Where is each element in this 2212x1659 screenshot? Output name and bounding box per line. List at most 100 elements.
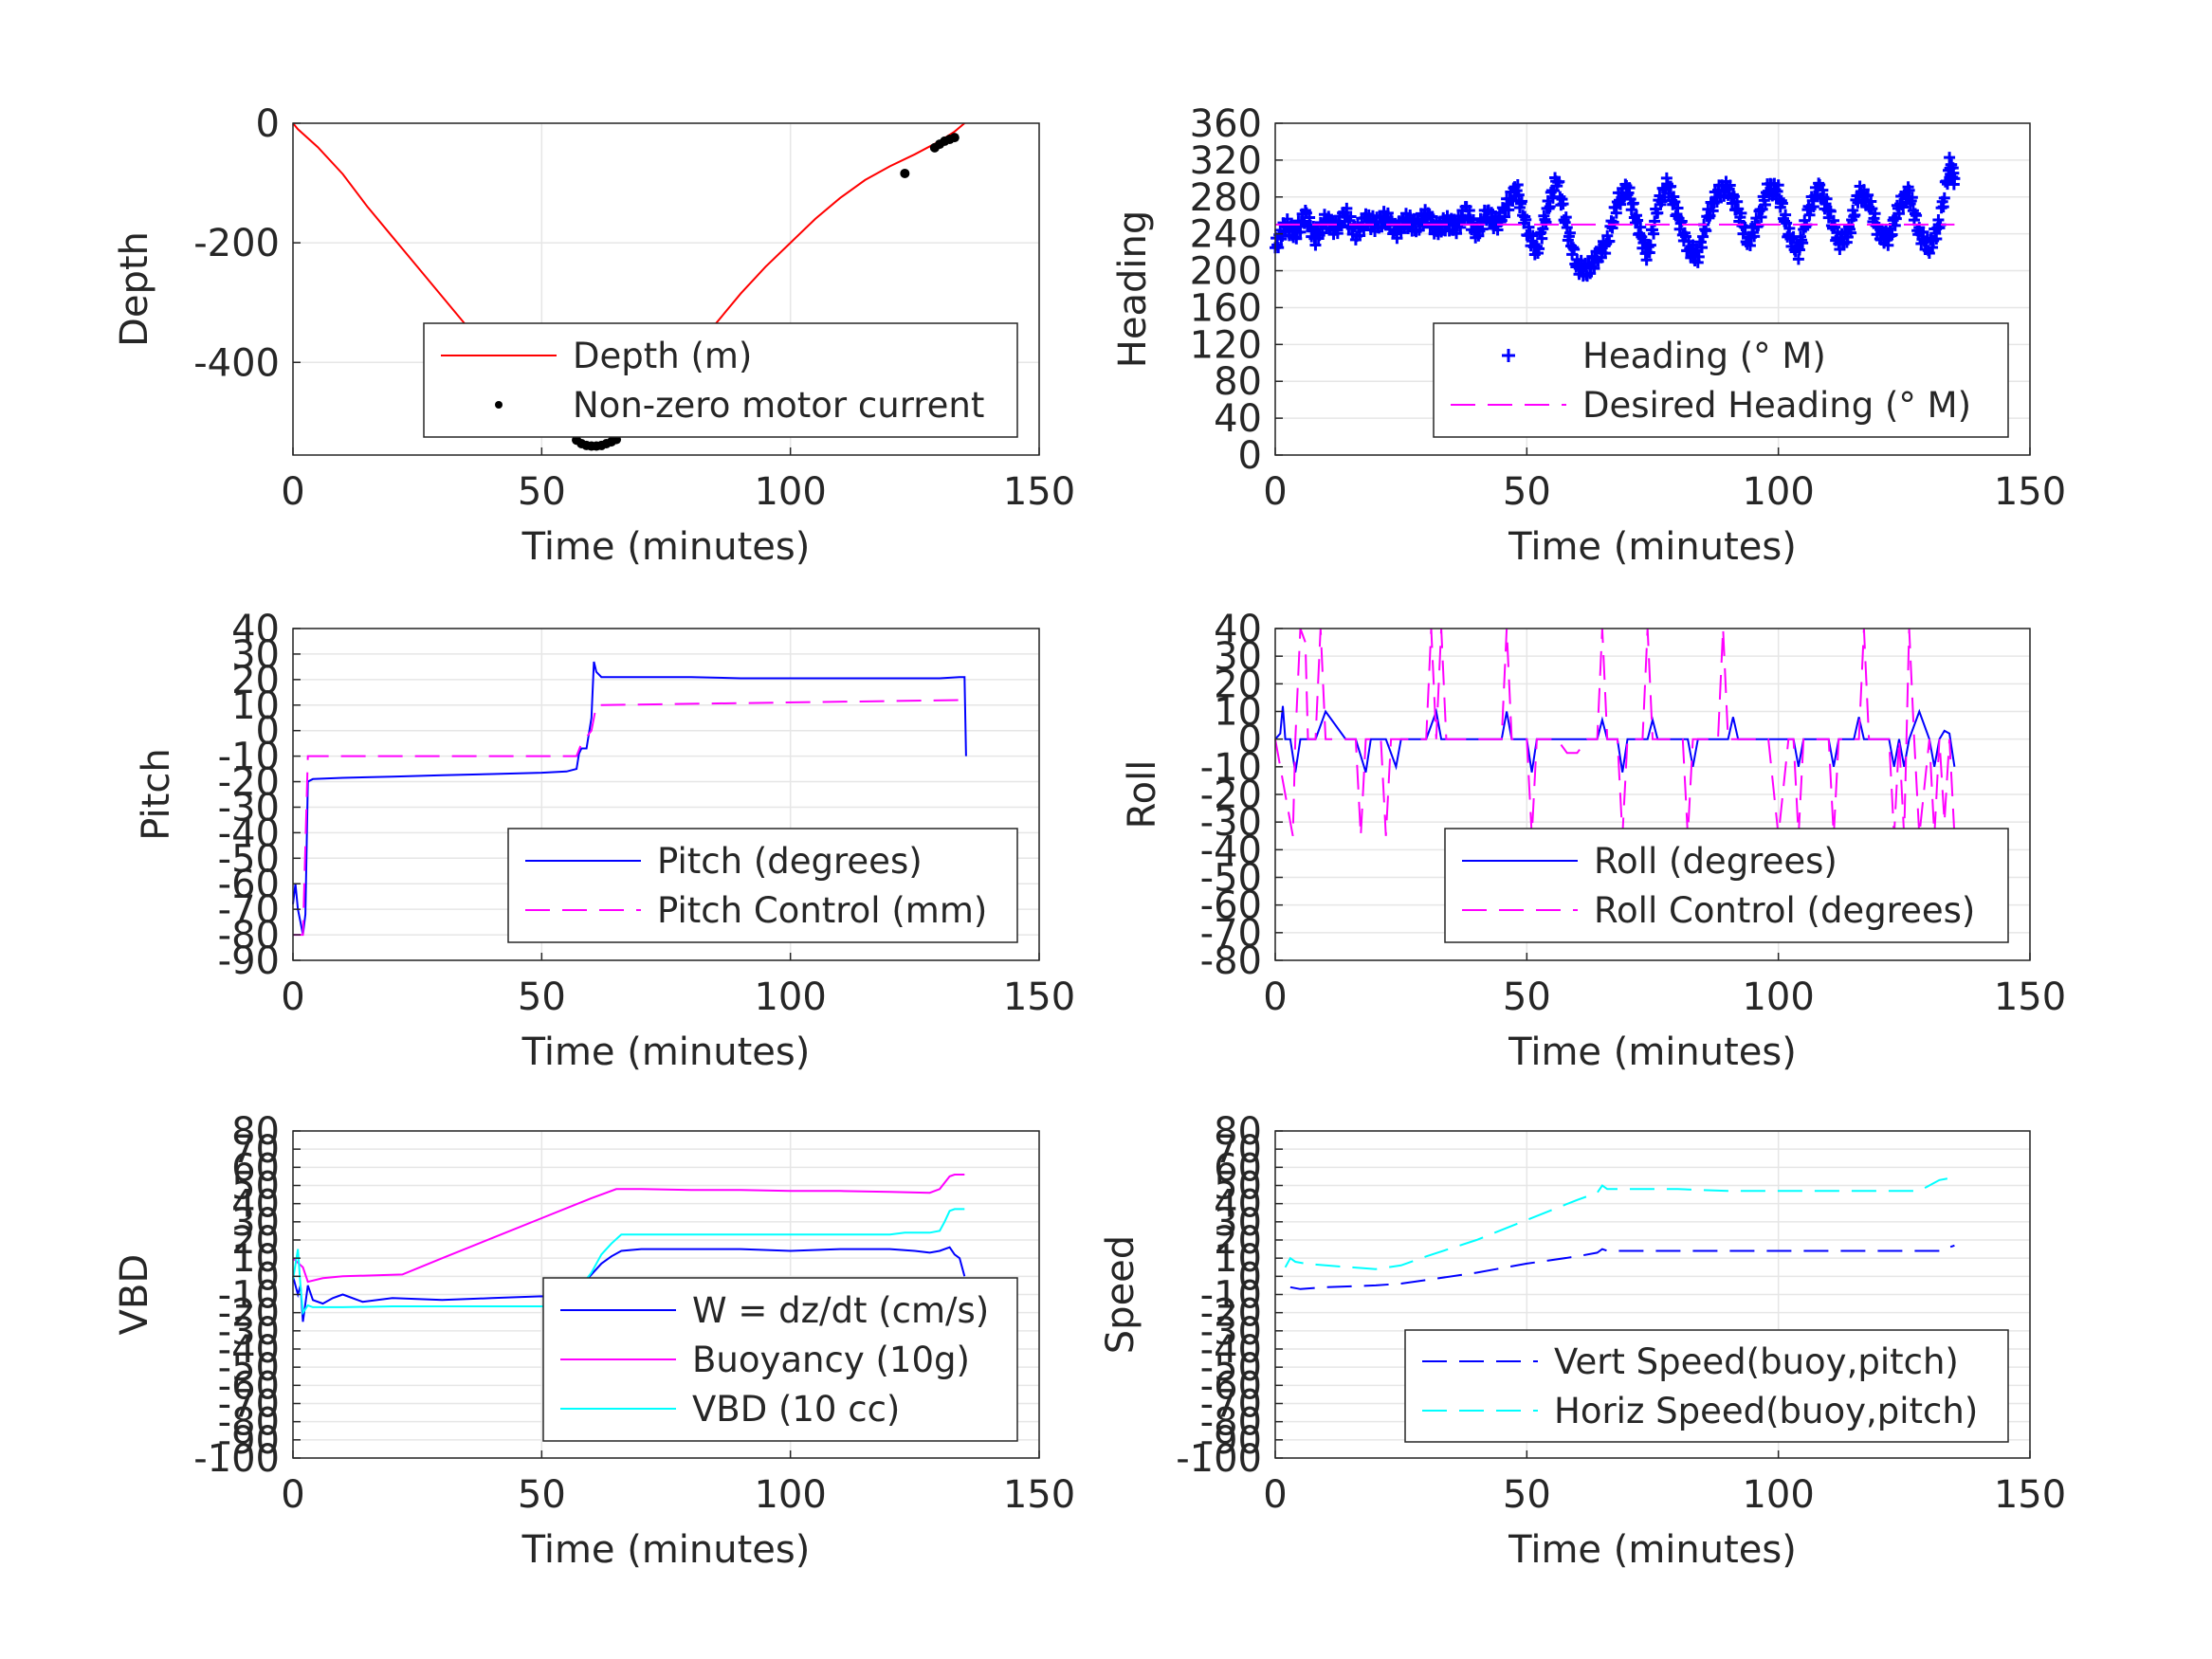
- vbd-legend: W = dz/dt (cm/s) Buoyancy (10g) VBD (10 …: [542, 1277, 1018, 1442]
- roll-legend-entry-control: Roll Control (degrees): [1462, 890, 1975, 931]
- vbd-legend-label-buoyancy: Buoyancy (10g): [692, 1340, 970, 1380]
- heading-series-0-marker: [1381, 207, 1394, 219]
- speed-y-tick-label: -90: [1200, 1419, 1262, 1463]
- roll-x-tick-label: 100: [1742, 975, 1814, 1019]
- depth-y-tick-label: 0: [256, 102, 280, 146]
- pitch-y-tick-label: -30: [218, 786, 280, 830]
- roll-y-tick-label: -20: [1200, 774, 1262, 817]
- depth-axes-frame: [292, 122, 1040, 456]
- speed-legend-entry-vert: Vert Speed(buoy,pitch): [1422, 1341, 1959, 1382]
- heading-x-tick-label: 50: [1503, 470, 1551, 514]
- roll-x-tick-label: 150: [1994, 975, 2066, 1019]
- heading-series-0-marker: [1893, 208, 1906, 220]
- heading-series-0-marker: [1557, 198, 1569, 210]
- pitch-y-tick-label: -70: [218, 888, 280, 932]
- vbd-y-tick-label: 20: [231, 1219, 280, 1263]
- depth-legend-dot-sample: [495, 401, 503, 409]
- heading-y-tick-label: 80: [1214, 360, 1262, 404]
- roll-y-tick-label: 30: [1214, 635, 1262, 679]
- heading-series-0-marker: [1533, 243, 1545, 255]
- roll-legend: Roll (degrees) Roll Control (degrees): [1444, 828, 2009, 943]
- vbd-y-tick-label: 30: [231, 1201, 280, 1245]
- vbd-y-tick-label: 50: [231, 1165, 280, 1209]
- heading-y-tick-label: 0: [1238, 434, 1262, 478]
- heading-series-0-marker: [1672, 202, 1684, 214]
- vbd-x-tick-label: 150: [1003, 1473, 1075, 1517]
- pitch-y-tick-label: -60: [218, 863, 280, 906]
- heading-y-tick-label: 160: [1190, 286, 1262, 330]
- pitch-legend-entry-control: Pitch Control (mm): [525, 890, 987, 931]
- vbd-legend-entry-vbd: VBD (10 cc): [560, 1389, 900, 1430]
- pitch-legend-label-pitch: Pitch (degrees): [657, 841, 923, 882]
- speed-y-tick-label: -40: [1200, 1328, 1262, 1372]
- pitch-x-tick-label: 0: [281, 975, 304, 1019]
- vbd-panel: 0 50 100 15080706050403020100-10-20-30-40-5…: [113, 1110, 1075, 1572]
- speed-legend-label-vert: Vert Speed(buoy,pitch): [1554, 1341, 1959, 1382]
- roll-legend-entry-roll: Roll (degrees): [1462, 841, 1837, 882]
- speed-y-tick-label: -10: [1200, 1274, 1262, 1318]
- heading-series-0-marker: [1610, 207, 1622, 219]
- heading-y-tick-label: 280: [1190, 176, 1262, 220]
- vbd-x-tick-label: 0: [281, 1473, 304, 1517]
- heading-series-0-marker: [1648, 228, 1660, 240]
- speed-y-tick-label: -50: [1200, 1346, 1262, 1390]
- roll-series-1-line: [1274, 628, 1956, 836]
- depth-legend-box: [423, 322, 1018, 438]
- heading-plot-area: [1270, 152, 1961, 283]
- heading-series-0-marker: [1309, 239, 1322, 251]
- depth-legend: Depth (m) Non-zero motor current: [423, 322, 1018, 438]
- roll-legend-box: [1444, 828, 2009, 943]
- heading-series-0-marker: [1516, 195, 1528, 208]
- pitch-legend-box: [507, 828, 1018, 943]
- heading-series-0-marker: [1697, 230, 1709, 243]
- heading-series-0-marker: [1669, 195, 1681, 208]
- pitch-y-tick-label: -90: [218, 939, 280, 983]
- depth-legend-label-motor: Non-zero motor current: [573, 385, 984, 426]
- heading-series-0-marker: [1512, 189, 1525, 201]
- speed-panel: 0 50 100 15080706050403020100-10-20-30-40-5…: [1099, 1110, 2066, 1572]
- roll-y-tick-label: -10: [1200, 746, 1262, 790]
- vbd-y-tick-label: -90: [218, 1419, 280, 1463]
- heading-series-0-marker: [1862, 189, 1874, 201]
- heading-series-0-marker: [1665, 180, 1677, 192]
- heading-y-tick-label: 200: [1190, 250, 1262, 294]
- heading-series-0-marker: [1635, 221, 1647, 233]
- pitch-series-1-line: [293, 699, 965, 937]
- heading-series-0-marker: [1696, 242, 1709, 254]
- depth-ticks: 0 50 100 150 0 -200 -400: [193, 102, 1075, 514]
- heading-series-0-marker: [1923, 247, 1935, 260]
- vbd-y-tick-label: -20: [218, 1292, 280, 1336]
- heading-series-0-marker: [1759, 199, 1771, 211]
- heading-series-0-marker: [1607, 216, 1619, 228]
- heading-series-0-marker: [1331, 228, 1344, 240]
- depth-x-tick-label: 0: [281, 470, 304, 514]
- roll-ticks: 0 50 100 150403020100-10-20-30-40-50-60-70-…: [1200, 608, 2067, 1019]
- roll-y-tick-label: -60: [1200, 884, 1262, 928]
- heading-series-0-marker: [1491, 224, 1504, 236]
- speed-y-axis-label: Speed: [1099, 1235, 1143, 1354]
- speed-y-tick-label: -30: [1200, 1310, 1262, 1354]
- heading-series-0-marker: [1603, 235, 1616, 247]
- depth-legend-entry-depth: Depth (m): [441, 336, 752, 376]
- speed-y-tick-label: 80: [1214, 1110, 1262, 1154]
- speed-legend-label-horiz: Horiz Speed(buoy,pitch): [1554, 1391, 1978, 1431]
- vbd-y-tick-label: 0: [256, 1255, 280, 1299]
- heading-series-0-marker: [1793, 244, 1805, 256]
- heading-series-0-marker: [1797, 237, 1809, 249]
- heading-series-0-marker: [1526, 229, 1539, 242]
- heading-series-0-marker: [1623, 182, 1636, 194]
- vbd-y-tick-label: -50: [218, 1346, 280, 1390]
- vbd-y-tick-label: -100: [193, 1437, 280, 1481]
- speed-y-tick-label: 0: [1238, 1255, 1262, 1299]
- vbd-series-2-line: [292, 1208, 965, 1316]
- heading-series-0-marker: [1560, 211, 1572, 224]
- pitch-x-tick-label: 50: [518, 975, 566, 1019]
- roll-x-tick-label: 50: [1503, 975, 1551, 1019]
- heading-series-0-marker: [1910, 210, 1923, 222]
- pitch-y-tick-label: -10: [218, 736, 280, 779]
- heading-series-0-marker: [1520, 213, 1532, 226]
- speed-y-tick-label: -20: [1200, 1292, 1262, 1336]
- heading-x-tick-label: 100: [1742, 470, 1814, 514]
- vbd-legend-entry-buoyancy: Buoyancy (10g): [560, 1340, 970, 1380]
